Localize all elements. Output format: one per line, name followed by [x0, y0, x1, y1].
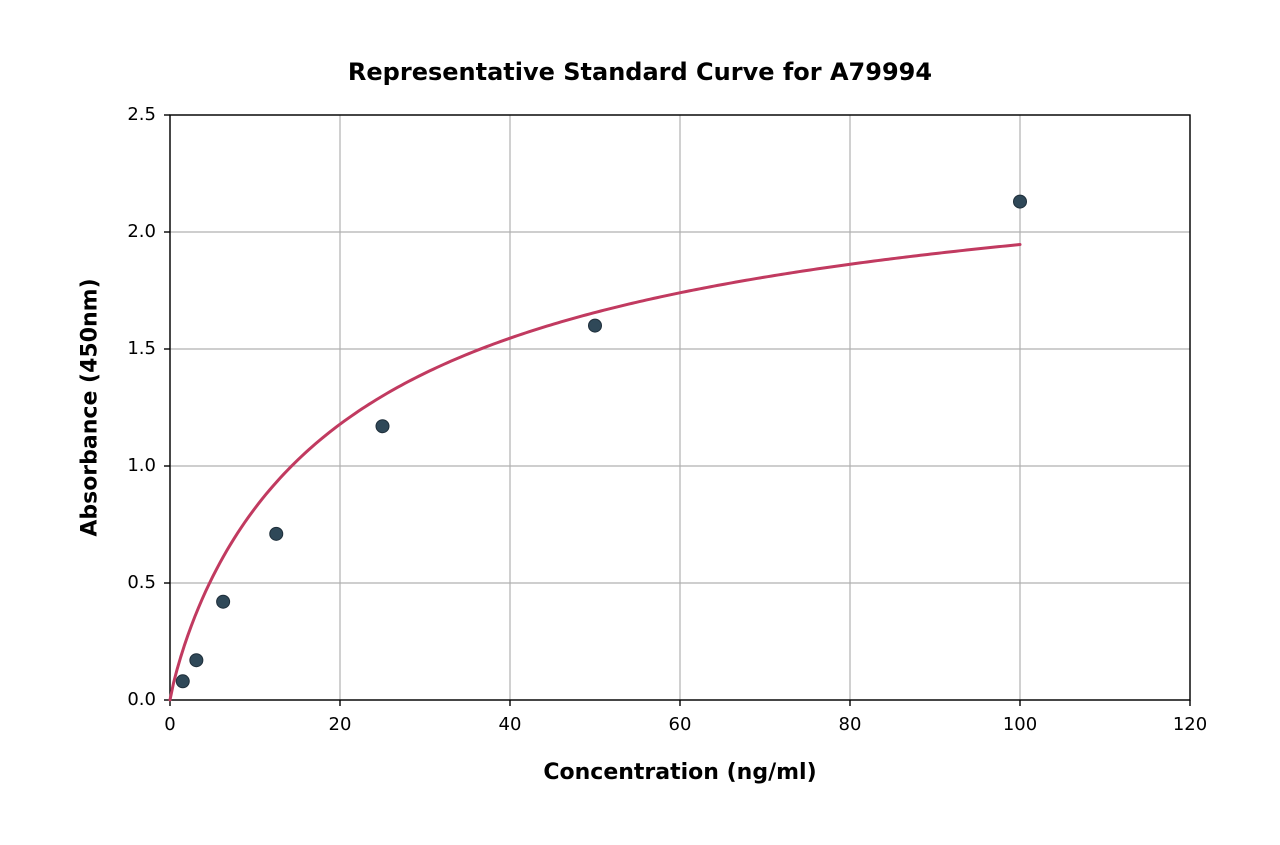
data-point: [376, 420, 389, 433]
x-tick-label: 0: [145, 714, 195, 735]
x-tick-label: 120: [1165, 714, 1215, 735]
chart-container: Representative Standard Curve for A79994…: [0, 0, 1280, 845]
data-point: [217, 595, 230, 608]
y-tick-label: 2.5: [96, 104, 156, 125]
data-point: [176, 675, 189, 688]
y-tick-label: 2.0: [96, 221, 156, 242]
data-point: [1014, 195, 1027, 208]
x-tick-label: 20: [315, 714, 365, 735]
x-axis-label: Concentration (ng/ml): [170, 760, 1190, 785]
y-tick-label: 1.0: [96, 455, 156, 476]
y-tick-label: 1.5: [96, 338, 156, 359]
y-axis-label: Absorbance (450nm): [78, 278, 103, 538]
x-tick-label: 60: [655, 714, 705, 735]
data-point: [589, 319, 602, 332]
y-tick-label: 0.5: [96, 572, 156, 593]
chart-title: Representative Standard Curve for A79994: [0, 58, 1280, 86]
data-point: [270, 527, 283, 540]
y-tick-label: 0.0: [96, 689, 156, 710]
plot-area: [170, 115, 1190, 700]
x-tick-label: 40: [485, 714, 535, 735]
x-tick-label: 80: [825, 714, 875, 735]
data-point: [190, 654, 203, 667]
x-tick-label: 100: [995, 714, 1045, 735]
